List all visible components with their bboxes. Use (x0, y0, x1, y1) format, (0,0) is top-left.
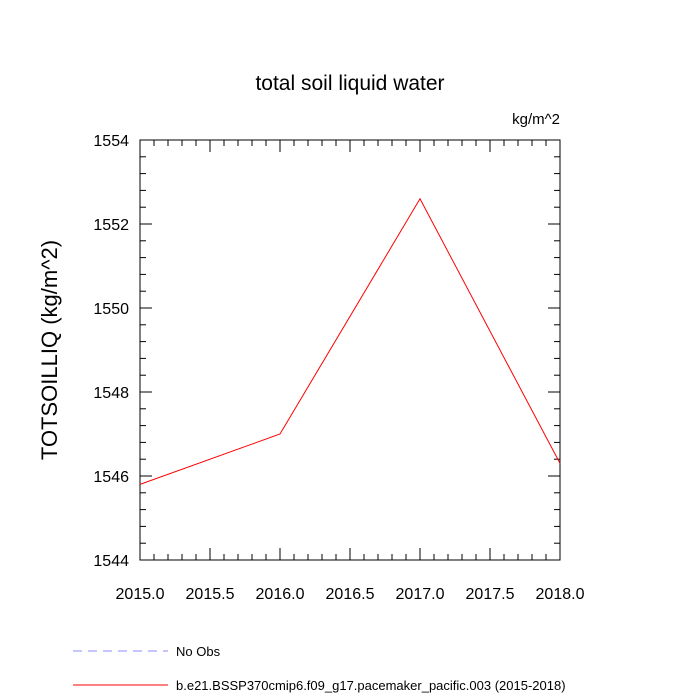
y-tick-label: 1548 (93, 385, 129, 402)
x-tick-label: 2018.0 (536, 586, 585, 603)
x-tick-label: 2015.5 (186, 586, 235, 603)
x-tick-label: 2015.0 (116, 586, 165, 603)
legend-label: b.e21.BSSP370cmip6.f09_g17.pacemaker_pac… (176, 678, 566, 693)
x-tick-label: 2016.0 (256, 586, 305, 603)
chart-title: total soil liquid water (255, 72, 444, 95)
y-tick-label: 1550 (93, 301, 129, 318)
series-line (139, 197, 561, 485)
x-tick-label: 2016.5 (326, 586, 375, 603)
y-tick-label: 1554 (93, 133, 129, 150)
plot-frame (139, 139, 561, 561)
y-tick-label: 1546 (93, 469, 129, 486)
units-label: kg/m^2 (512, 111, 560, 128)
x-tick-label: 2017.5 (466, 586, 515, 603)
y-tick-label: 1544 (93, 553, 129, 570)
x-tick-label: 2017.0 (396, 586, 445, 603)
legend-label: No Obs (176, 644, 221, 659)
y-axis-label: TOTSOILLIQ (kg/m^2) (37, 240, 62, 460)
y-tick-label: 1552 (93, 217, 129, 234)
